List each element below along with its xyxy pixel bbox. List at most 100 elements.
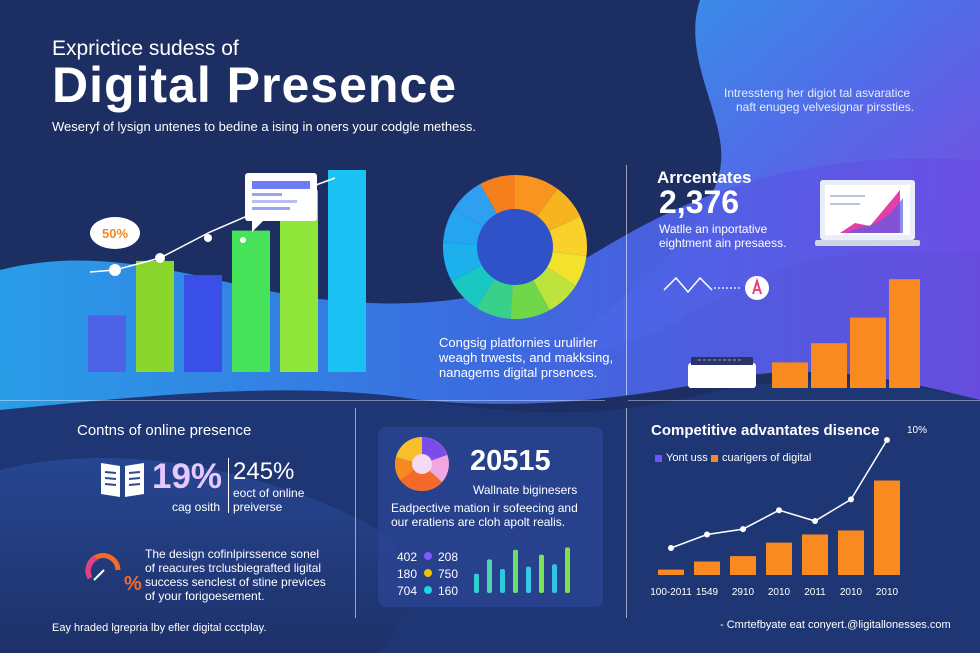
competitive-top-label: 10% [907, 425, 928, 436]
mini-bar [500, 569, 505, 593]
document-icon [101, 463, 144, 497]
main-bar [328, 170, 366, 372]
competitive-point [668, 545, 674, 551]
competitive-bar [802, 534, 828, 575]
donut-desc-line1: Congsig platfornies urulirler [439, 335, 598, 350]
divider-vertical-top [626, 165, 627, 395]
donut-desc-line2: weagh trwests, and makksing, [439, 350, 614, 365]
competitive-bar [658, 569, 684, 575]
gauge-icon [85, 553, 121, 581]
top-right-note-line1: Intressteng her digiot tal asvaratice [724, 86, 911, 100]
competitive-bar [694, 561, 720, 575]
competitive-bar [838, 530, 864, 575]
mid-label: Wallnate biginesers [473, 483, 578, 497]
trend-point [204, 234, 212, 242]
divider-vertical-mid [355, 408, 356, 618]
legend-dot-3 [424, 586, 432, 594]
mid-desc-line1: Eadpective mation ir sofeecing and [391, 501, 578, 515]
mini-bar-chart [474, 547, 570, 593]
mini-bar [513, 549, 518, 593]
divider-vertical-right [626, 408, 627, 618]
online-caption-left: cag osith [172, 500, 221, 514]
main-bar [232, 230, 270, 372]
footer-left: Eay hraded lgrepria lby efler digital cc… [52, 622, 267, 634]
mini-bar [552, 564, 557, 593]
competitive-bar [730, 556, 756, 575]
legend-num-3: 704 [397, 584, 418, 598]
mid-value: 20515 [470, 445, 551, 477]
competitive-legend-b-dot [711, 455, 718, 462]
competitive-tick-label: 2010 [876, 587, 899, 598]
competitive-legend-a-dot [655, 455, 662, 462]
header-kicker: Exprictice sudess of [52, 37, 239, 60]
competitive-bar [874, 480, 900, 575]
stat-value: 2,376 [659, 184, 740, 220]
online-caption-right-line2: preiverse [233, 500, 283, 514]
legend-num-2: 180 [397, 567, 418, 581]
trend-point [109, 264, 121, 276]
online-heading: Contns of online presence [77, 422, 252, 439]
competitive-legend-b: cuarigers of digital [722, 452, 812, 464]
legend-dot-2 [424, 569, 432, 577]
legend-num2-1: 208 [438, 550, 459, 564]
competitive-tick-label: 1549 [696, 587, 719, 598]
online-caption-right-line1: eoct of online [233, 486, 305, 500]
footer-right: - Cmrtefbyate eat conyert.@ligitalloness… [720, 619, 951, 631]
competitive-point [848, 496, 854, 503]
stat-bar [811, 343, 847, 388]
competitive-tick-label: 2910 [732, 587, 755, 598]
online-percent-right: 245% [233, 458, 295, 485]
competitive-chart: 100-2011 1549 2910 2010 2011 2010 2010 [650, 437, 900, 598]
competitive-tick-label: 100-2011 [650, 587, 692, 598]
competitive-tick-label: 2010 [840, 587, 863, 598]
trend-point [240, 237, 246, 243]
stat-desc-line2: eightment ain presaess. [659, 236, 787, 250]
percent-bubble: 50% [90, 217, 140, 249]
pie-mini-chart [394, 437, 449, 492]
competitive-tick-label: 2011 [804, 587, 826, 598]
legend-num-1: 402 [397, 550, 418, 564]
competitive-title: Competitive advantates disence [651, 422, 880, 439]
main-bar [136, 260, 174, 372]
zigzag-connector-icon [663, 276, 769, 300]
competitive-point [740, 526, 746, 533]
mini-bar [474, 573, 479, 593]
main-bar [88, 315, 126, 372]
legend-num2-3: 160 [438, 584, 459, 598]
trend-point [155, 253, 165, 263]
online-desc-line1: The design cofinlpirssence sonel [145, 547, 320, 561]
device-box-icon [688, 357, 756, 388]
divider-horizontal-left [0, 400, 605, 401]
stat-bar [772, 362, 808, 388]
main-bar-chart: 50% [88, 170, 366, 372]
percent-bubble-label: 50% [102, 226, 128, 241]
stat-bar-chart [772, 279, 920, 388]
competitive-point [776, 507, 782, 514]
laptop-icon [815, 180, 920, 246]
mini-bar [565, 547, 570, 593]
competitive-tick-label: 2010 [768, 587, 791, 598]
donut-desc-line3: nanagems digital prsences. [439, 365, 598, 380]
mini-bar [487, 559, 492, 593]
legend-num2-2: 750 [438, 567, 459, 581]
page-title: Digital Presence [52, 57, 458, 113]
donut-chart [443, 175, 587, 319]
mini-bar [539, 554, 544, 593]
legend-dot-1 [424, 552, 432, 560]
online-desc-line4: of your forigoesement. [145, 589, 265, 603]
header-subtitle: Weseryf of lysign untenes to bedine a is… [52, 119, 476, 134]
online-percent-left: 19% [152, 457, 223, 496]
online-separator [228, 458, 229, 513]
stat-heading: Arrcentates [657, 168, 752, 187]
divider-horizontal-right [628, 400, 980, 401]
top-right-note-line2: naft enugeg velvesignar pirssties. [736, 100, 915, 114]
mini-bar [526, 566, 531, 593]
gauge-label: % [124, 573, 142, 595]
chat-bubble-icon [245, 173, 317, 232]
online-desc-line2: of reacures trclusbiegrafted ligital [145, 561, 322, 575]
mid-desc-line2: our eratiens are cloh apolt realis. [391, 515, 566, 529]
online-desc-line3: success senclest of stine previces [145, 575, 326, 589]
stat-bar [889, 279, 920, 388]
competitive-point [884, 437, 890, 443]
main-bar [184, 275, 222, 372]
